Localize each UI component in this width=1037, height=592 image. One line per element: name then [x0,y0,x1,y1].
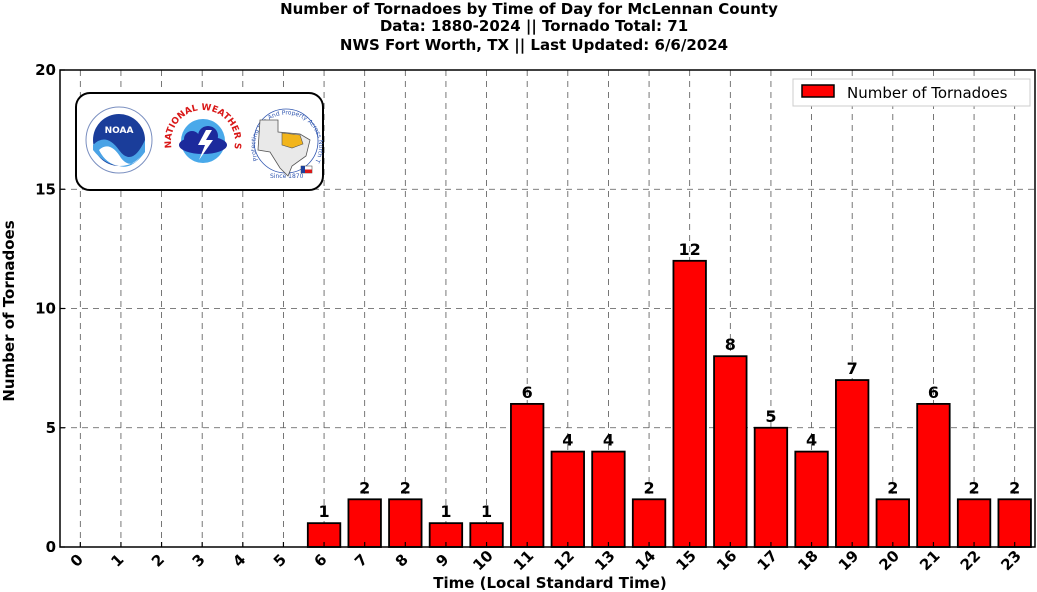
y-tick-label: 20 [35,61,56,79]
data-label-hour-12: 4 [562,431,573,450]
data-label-hour-10: 1 [481,502,492,521]
data-label-hour-20: 2 [887,478,898,497]
noaa-logo-wave [93,139,145,167]
data-label-hour-21: 6 [928,383,939,402]
bar-hour-18 [794,450,829,548]
x-tick-label: 20 [876,547,903,574]
noaa-logo-gull [99,146,143,166]
x-tick-label: 18 [794,547,821,574]
bar-hour-20 [875,498,910,548]
data-label-hour-22: 2 [968,478,979,497]
chart-title-line-2: Data: 1880-2024 || Tornado Total: 71 [380,17,688,36]
y-tick-label: 0 [46,538,56,556]
x-tick-label: 1 [107,550,127,570]
x-axis-label: Time (Local Standard Time) [433,574,667,592]
x-tick-label: 8 [392,550,412,570]
noaa-logo: NOAA [85,106,153,174]
bar-hour-22 [956,498,992,548]
bar-hour-19 [835,379,870,548]
data-label-hour-6: 1 [318,502,329,521]
y-tick-label: 5 [46,419,56,437]
x-tick-label: 9 [432,550,452,570]
x-tick-label: 17 [754,547,781,574]
bar-hour-21 [916,402,951,548]
bar-hour-15 [672,259,707,548]
x-tick-label: 4 [229,550,249,570]
bar-hour-23 [997,498,1032,548]
x-tick-label: 11 [510,547,537,574]
bar-hour-14 [631,498,667,548]
bar-hour-12 [550,450,585,548]
x-tick-label: 10 [469,547,496,574]
x-tick-label: 2 [148,550,168,570]
logo-panel: NOAA NATIONAL WEATHER SERVICE Protecting… [0,0,324,191]
x-tick-label: 21 [916,547,943,574]
data-label-hour-15: 12 [679,240,701,259]
bar-hour-16 [713,355,748,548]
y-tick-label: 10 [35,300,56,318]
y-axis-ticks: 0 5 10 15 20 [35,61,65,556]
nws-logo-cloud-puff-1 [184,131,200,147]
texas-flag-red [305,169,312,173]
bar-hour-13 [591,450,626,548]
noaa-logo-text: NOAA [105,126,134,136]
data-label-hour-19: 7 [847,359,858,378]
data-label-hour-8: 2 [400,478,411,497]
x-tick-label: 5 [270,550,290,570]
x-tick-label: 6 [310,550,330,570]
x-tick-label: 16 [713,547,740,574]
x-tick-label: 13 [591,547,618,574]
x-tick-label: 22 [957,547,984,574]
data-label-hour-23: 2 [1009,478,1020,497]
chart-title-line-1: Number of Tornadoes by Time of Day for M… [280,0,778,18]
bar-hour-8 [388,498,423,548]
y-tick-label: 15 [35,180,56,198]
data-label-hour-11: 6 [522,383,533,402]
data-label-hour-13: 4 [603,431,614,450]
data-label-hour-16: 8 [725,335,736,354]
x-tick-label: 15 [672,547,699,574]
x-tick-label: 14 [632,547,659,574]
x-tick-label: 23 [997,547,1024,574]
data-label-hour-9: 1 [440,502,451,521]
data-label-hour-7: 2 [359,478,370,497]
legend-swatch [801,84,835,98]
y-axis-label: Number of Tornadoes [0,220,18,401]
x-tick-label: 7 [351,550,371,570]
lightning-bolt-icon [198,130,213,160]
bar-hour-7 [347,498,382,548]
since-1870-text: Since 1870 [270,173,304,180]
cwa-region-icon [281,132,304,149]
x-tick-label: 3 [189,550,209,570]
bar-hour-11 [510,402,545,548]
x-tick-label: 19 [835,547,862,574]
x-tick-label: 12 [551,547,578,574]
data-label-hour-17: 5 [765,407,776,426]
chart-title-line-3: NWS Fort Worth, TX || Last Updated: 6/6/… [340,36,728,55]
texas-flag-blue [301,166,305,173]
texas-map-icon [257,119,311,177]
plot-frame [59,69,1036,548]
data-label-hour-14: 2 [643,478,654,497]
x-tick-label: 0 [67,550,87,570]
bar-hour-17 [753,426,789,548]
legend: Number of Tornadoes [792,78,1031,107]
legend-label: Number of Tornadoes [847,84,1008,102]
data-label-hour-18: 4 [806,431,817,450]
